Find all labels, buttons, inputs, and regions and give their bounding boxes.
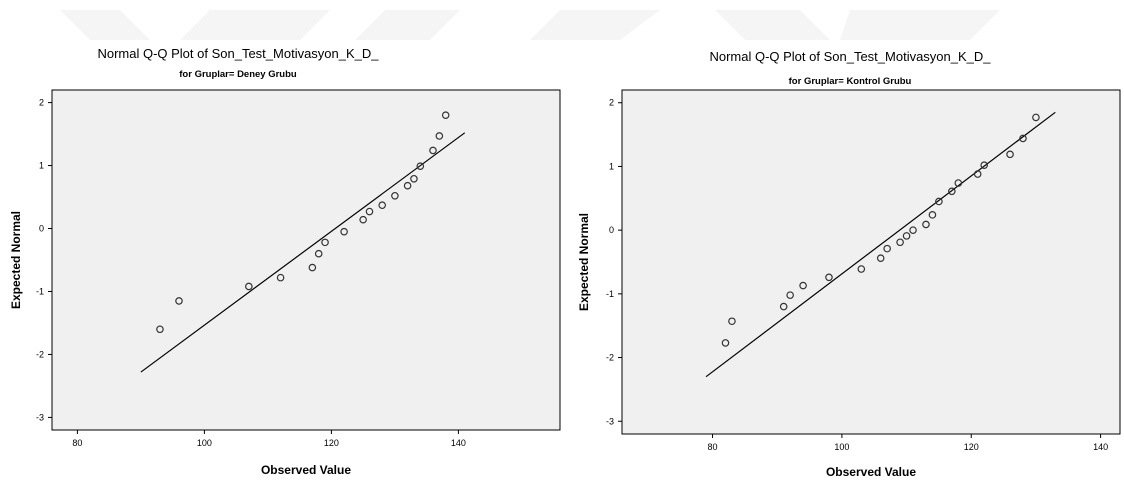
- data-point: [779, 302, 788, 311]
- chart-title: Normal Q-Q Plot of Son_Test_Motivasyon_K…: [709, 49, 991, 64]
- data-point: [935, 197, 943, 206]
- data-point: [175, 297, 183, 305]
- y-tick-label: -1: [606, 289, 614, 299]
- watermark-shape: [715, 10, 830, 40]
- chart-subtitle: for Gruplar= Kontrol Grubu: [789, 76, 912, 87]
- data-point: [391, 191, 399, 200]
- data-point: [308, 263, 317, 272]
- x-tick-label: 140: [1093, 442, 1108, 452]
- y-tick-label: 1: [609, 161, 614, 171]
- data-point: [909, 226, 917, 234]
- plot-area: [51, 89, 561, 431]
- data-point: [948, 187, 956, 196]
- y-tick-label: -2: [36, 349, 44, 359]
- data-point: [365, 207, 374, 216]
- data-point: [378, 201, 387, 210]
- reference-line: [705, 111, 1056, 378]
- watermark-shape: [530, 10, 660, 40]
- data-point: [728, 317, 736, 326]
- data-point: [896, 238, 904, 247]
- data-point: [786, 291, 794, 299]
- data-point: [321, 238, 329, 247]
- y-axis-label: Expected Normal: [9, 211, 23, 309]
- x-axis-label: Observed Value: [826, 465, 916, 479]
- y-tick-label: -2: [606, 353, 614, 363]
- watermark-shape: [60, 10, 150, 40]
- data-point: [1032, 113, 1040, 122]
- plot-area: [621, 89, 1121, 435]
- chart-title: Normal Q-Q Plot of Son_Test_Motivasyon_K…: [97, 46, 379, 61]
- y-tick-label: -3: [606, 416, 614, 426]
- data-point: [928, 211, 937, 219]
- x-tick-label: 120: [324, 438, 339, 448]
- reference-line: [140, 132, 466, 373]
- y-tick-label: 1: [39, 161, 44, 171]
- data-point: [883, 244, 891, 253]
- y-tick-label: 0: [609, 225, 614, 235]
- data-point: [876, 254, 885, 262]
- data-point: [980, 161, 988, 169]
- data-point: [1019, 134, 1027, 143]
- x-tick-label: 140: [451, 438, 466, 448]
- watermark-shape: [180, 10, 330, 40]
- data-point: [435, 132, 444, 140]
- qq-chart-2: Normal Q-Q Plot of Son_Test_Motivasyon_K…: [577, 49, 1121, 479]
- data-point: [245, 282, 253, 291]
- data-point: [441, 111, 450, 119]
- chart-subtitle: for Gruplar= Deney Grubu: [179, 69, 297, 80]
- data-point: [359, 215, 367, 224]
- data-point: [825, 273, 833, 282]
- data-point: [276, 273, 285, 282]
- x-tick-label: 80: [72, 438, 82, 448]
- y-tick-label: -3: [36, 412, 44, 422]
- x-tick-label: 100: [834, 442, 849, 452]
- data-point: [954, 179, 963, 187]
- x-tick-label: 120: [964, 442, 979, 452]
- y-tick-label: 2: [39, 98, 44, 108]
- x-tick-label: 80: [708, 442, 718, 452]
- data-point: [857, 265, 866, 273]
- watermark-shape: [355, 10, 460, 40]
- data-point: [340, 227, 348, 236]
- data-point: [922, 220, 930, 229]
- y-tick-label: -1: [36, 286, 44, 296]
- data-point: [721, 339, 730, 347]
- data-point: [416, 162, 425, 170]
- data-point: [314, 249, 323, 258]
- y-tick-label: 0: [39, 224, 44, 234]
- data-point: [429, 146, 437, 155]
- x-axis-label: Observed Value: [261, 463, 351, 477]
- data-point: [902, 232, 911, 240]
- data-point: [973, 170, 982, 178]
- data-point: [799, 281, 807, 290]
- y-tick-label: 2: [609, 98, 614, 108]
- data-point: [403, 181, 412, 190]
- data-point: [156, 325, 164, 334]
- data-point: [1006, 150, 1014, 159]
- y-axis-label: Expected Normal: [577, 213, 591, 311]
- data-point: [410, 174, 418, 183]
- qq-chart-1: Normal Q-Q Plot of Son_Test_Motivasyon_K…: [9, 46, 561, 477]
- header-watermark-shapes: [60, 10, 1000, 40]
- x-tick-label: 100: [197, 438, 212, 448]
- watermark-shape: [840, 10, 1000, 40]
